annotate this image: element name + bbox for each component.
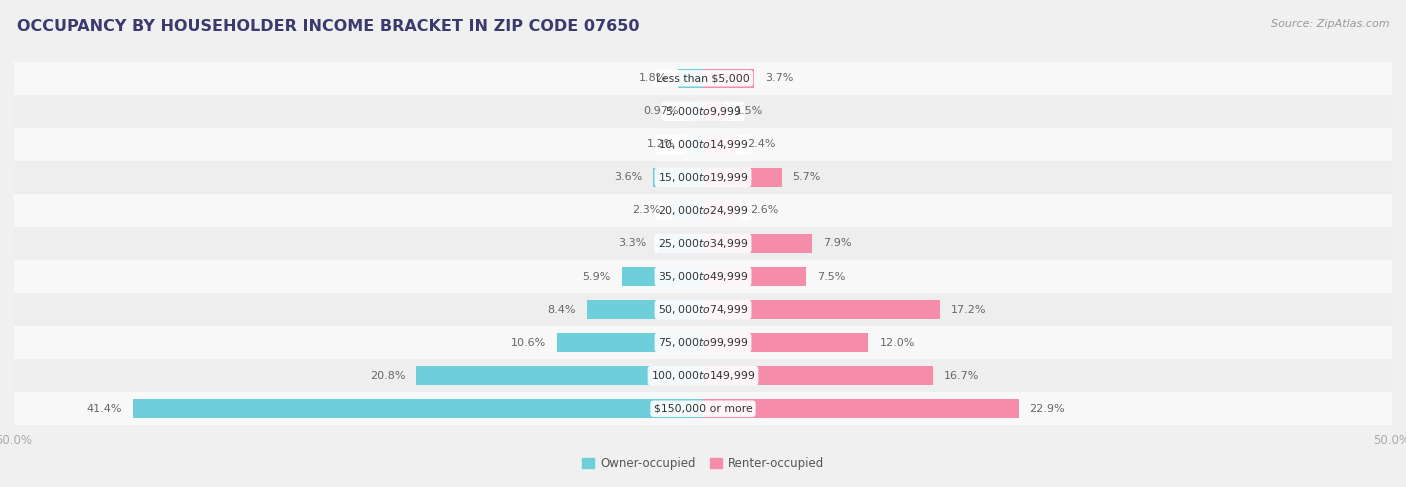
Text: 16.7%: 16.7% bbox=[945, 371, 980, 381]
Text: 2.4%: 2.4% bbox=[747, 139, 776, 150]
Text: 5.9%: 5.9% bbox=[582, 272, 610, 281]
Bar bbox=[557, 333, 703, 352]
Text: 12.0%: 12.0% bbox=[879, 337, 915, 348]
Text: 1.2%: 1.2% bbox=[647, 139, 675, 150]
Bar bbox=[416, 366, 703, 385]
Bar bbox=[588, 300, 703, 319]
Text: 20.8%: 20.8% bbox=[370, 371, 405, 381]
Bar bbox=[14, 227, 1392, 260]
Bar bbox=[132, 399, 703, 418]
Bar bbox=[14, 293, 1392, 326]
Legend: Owner-occupied, Renter-occupied: Owner-occupied, Renter-occupied bbox=[578, 452, 828, 474]
Text: 7.5%: 7.5% bbox=[817, 272, 846, 281]
Text: $50,000 to $74,999: $50,000 to $74,999 bbox=[658, 303, 748, 316]
Bar bbox=[703, 267, 807, 286]
Text: 1.5%: 1.5% bbox=[735, 106, 763, 116]
Bar bbox=[703, 168, 782, 187]
Text: Source: ZipAtlas.com: Source: ZipAtlas.com bbox=[1271, 19, 1389, 30]
Bar bbox=[14, 359, 1392, 392]
Text: $10,000 to $14,999: $10,000 to $14,999 bbox=[658, 138, 748, 151]
Text: $5,000 to $9,999: $5,000 to $9,999 bbox=[665, 105, 741, 118]
Bar bbox=[14, 194, 1392, 227]
Bar bbox=[621, 267, 703, 286]
Text: 10.6%: 10.6% bbox=[510, 337, 546, 348]
Text: 3.7%: 3.7% bbox=[765, 73, 793, 83]
Bar bbox=[14, 260, 1392, 293]
Bar bbox=[689, 102, 703, 121]
Bar bbox=[703, 333, 869, 352]
Text: 1.8%: 1.8% bbox=[638, 73, 668, 83]
Bar bbox=[703, 300, 941, 319]
Bar bbox=[686, 135, 703, 154]
Text: Less than $5,000: Less than $5,000 bbox=[657, 73, 749, 83]
Text: 5.7%: 5.7% bbox=[793, 172, 821, 183]
Bar bbox=[678, 69, 703, 88]
Text: 0.97%: 0.97% bbox=[643, 106, 679, 116]
Bar bbox=[703, 102, 724, 121]
Bar bbox=[654, 168, 703, 187]
Bar bbox=[14, 392, 1392, 425]
Bar bbox=[703, 135, 737, 154]
Text: 2.6%: 2.6% bbox=[749, 206, 779, 215]
Bar bbox=[703, 399, 1018, 418]
Bar bbox=[703, 366, 934, 385]
Text: $150,000 or more: $150,000 or more bbox=[654, 404, 752, 414]
Bar bbox=[14, 161, 1392, 194]
Text: $100,000 to $149,999: $100,000 to $149,999 bbox=[651, 369, 755, 382]
Text: 7.9%: 7.9% bbox=[823, 239, 852, 248]
Bar bbox=[14, 95, 1392, 128]
Bar bbox=[671, 201, 703, 220]
Text: 3.6%: 3.6% bbox=[614, 172, 643, 183]
Text: $75,000 to $99,999: $75,000 to $99,999 bbox=[658, 336, 748, 349]
Bar bbox=[703, 234, 811, 253]
Bar bbox=[14, 128, 1392, 161]
Text: 41.4%: 41.4% bbox=[86, 404, 121, 414]
Text: 3.3%: 3.3% bbox=[619, 239, 647, 248]
Bar bbox=[658, 234, 703, 253]
Text: $35,000 to $49,999: $35,000 to $49,999 bbox=[658, 270, 748, 283]
Text: $15,000 to $19,999: $15,000 to $19,999 bbox=[658, 171, 748, 184]
Bar bbox=[14, 326, 1392, 359]
Text: $20,000 to $24,999: $20,000 to $24,999 bbox=[658, 204, 748, 217]
Text: 17.2%: 17.2% bbox=[950, 304, 987, 315]
Text: 2.3%: 2.3% bbox=[631, 206, 661, 215]
Text: OCCUPANCY BY HOUSEHOLDER INCOME BRACKET IN ZIP CODE 07650: OCCUPANCY BY HOUSEHOLDER INCOME BRACKET … bbox=[17, 19, 640, 35]
Text: 8.4%: 8.4% bbox=[548, 304, 576, 315]
Text: 22.9%: 22.9% bbox=[1029, 404, 1066, 414]
Bar bbox=[14, 62, 1392, 95]
Bar bbox=[703, 201, 738, 220]
Bar bbox=[703, 69, 754, 88]
Text: $25,000 to $34,999: $25,000 to $34,999 bbox=[658, 237, 748, 250]
